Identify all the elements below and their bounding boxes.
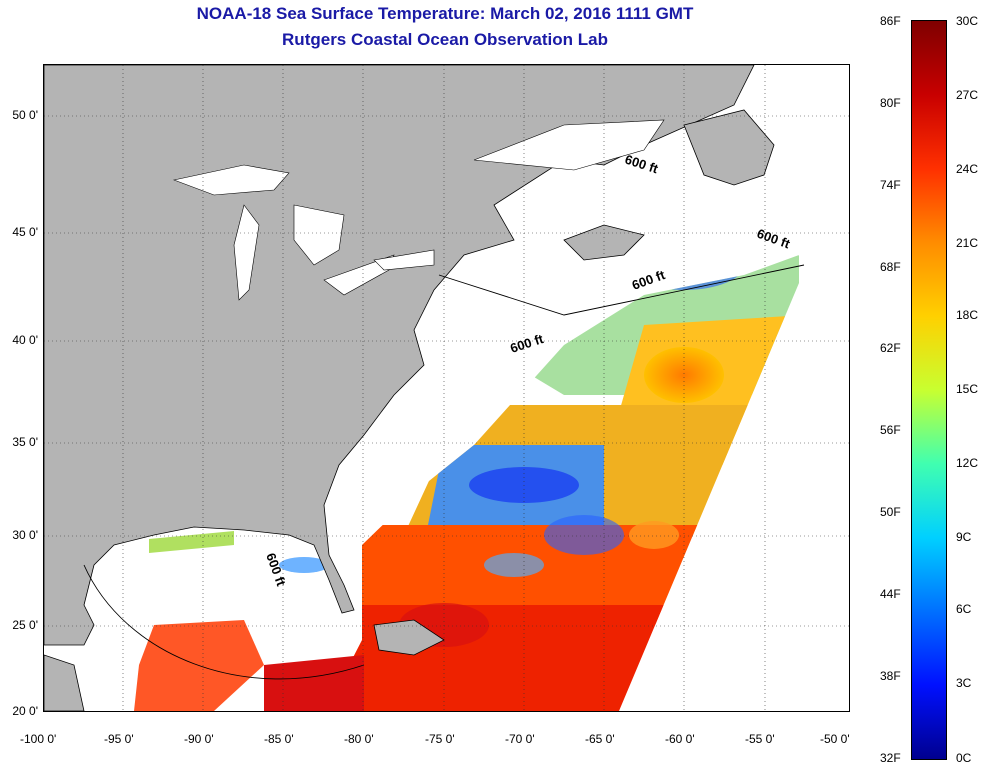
lat-label-30: 30 0' bbox=[12, 528, 38, 542]
colorbar-c-label-9: 9C bbox=[956, 530, 972, 544]
colorbar-f-label-74: 74F bbox=[880, 178, 901, 192]
map-canvas: 600 ft 600 ft 600 ft 600 ft 600 ft bbox=[44, 65, 849, 711]
colorbar-f-label-86: 86F bbox=[880, 14, 901, 28]
lon-label-50: -50 0' bbox=[820, 732, 850, 746]
colorbar-f-label-68: 68F bbox=[880, 260, 901, 274]
colorbar-f-label-50: 50F bbox=[880, 505, 901, 519]
lat-label-40: 40 0' bbox=[12, 333, 38, 347]
colorbar-f-label-44: 44F bbox=[880, 587, 901, 601]
isobath-label-1: 600 ft bbox=[623, 152, 661, 177]
colorbar-c-label-30: 30C bbox=[956, 14, 979, 28]
temperature-colorbar bbox=[911, 20, 947, 760]
colorbar-c-label-21: 21C bbox=[956, 236, 979, 250]
great-lakes bbox=[172, 119, 665, 301]
lon-label-65: -65 0' bbox=[585, 732, 615, 746]
colorbar-f-label-56: 56F bbox=[880, 423, 901, 437]
colorbar-f-label-80: 80F bbox=[880, 96, 901, 110]
isobath-label-4: 600 ft bbox=[508, 331, 546, 356]
colorbar-c-label-12: 12C bbox=[956, 456, 979, 470]
lat-label-50: 50 0' bbox=[12, 108, 38, 122]
lon-label-90: -90 0' bbox=[184, 732, 214, 746]
colorbar-f-label-38: 38F bbox=[880, 669, 901, 683]
lat-label-25: 25 0' bbox=[12, 618, 38, 632]
isobath-line bbox=[83, 264, 805, 680]
lon-label-75: -75 0' bbox=[425, 732, 455, 746]
sst-map: 600 ft 600 ft 600 ft 600 ft 600 ft bbox=[43, 64, 850, 712]
chart-title: NOAA-18 Sea Surface Temperature: March 0… bbox=[196, 4, 694, 23]
isobath-label-2: 600 ft bbox=[755, 226, 793, 252]
colorbar-f-label-62: 62F bbox=[880, 341, 901, 355]
lat-label-20: 20 0' bbox=[12, 704, 38, 718]
colorbar-c-label-24: 24C bbox=[956, 162, 979, 176]
lat-label-45: 45 0' bbox=[12, 225, 38, 239]
lon-label-55: -55 0' bbox=[745, 732, 775, 746]
land-mass bbox=[44, 65, 775, 711]
lon-label-85: -85 0' bbox=[264, 732, 294, 746]
lon-label-70: -70 0' bbox=[505, 732, 535, 746]
lon-label-60: -60 0' bbox=[665, 732, 695, 746]
lat-label-35: 35 0' bbox=[12, 435, 38, 449]
colorbar-f-label-32: 32F bbox=[880, 751, 901, 765]
lon-label-80: -80 0' bbox=[344, 732, 374, 746]
lon-label-95: -95 0' bbox=[104, 732, 134, 746]
chart-subtitle: Rutgers Coastal Ocean Observation Lab bbox=[282, 30, 608, 49]
colorbar-c-label-27: 27C bbox=[956, 88, 979, 102]
lon-label-100: -100 0' bbox=[20, 732, 57, 746]
colorbar-c-label-0: 0C bbox=[956, 751, 972, 765]
isobath-label-3: 600 ft bbox=[630, 267, 668, 293]
colorbar-c-label-18: 18C bbox=[956, 308, 979, 322]
colorbar-c-label-15: 15C bbox=[956, 382, 979, 396]
colorbar-c-label-6: 6C bbox=[956, 602, 972, 616]
colorbar-c-label-3: 3C bbox=[956, 676, 972, 690]
